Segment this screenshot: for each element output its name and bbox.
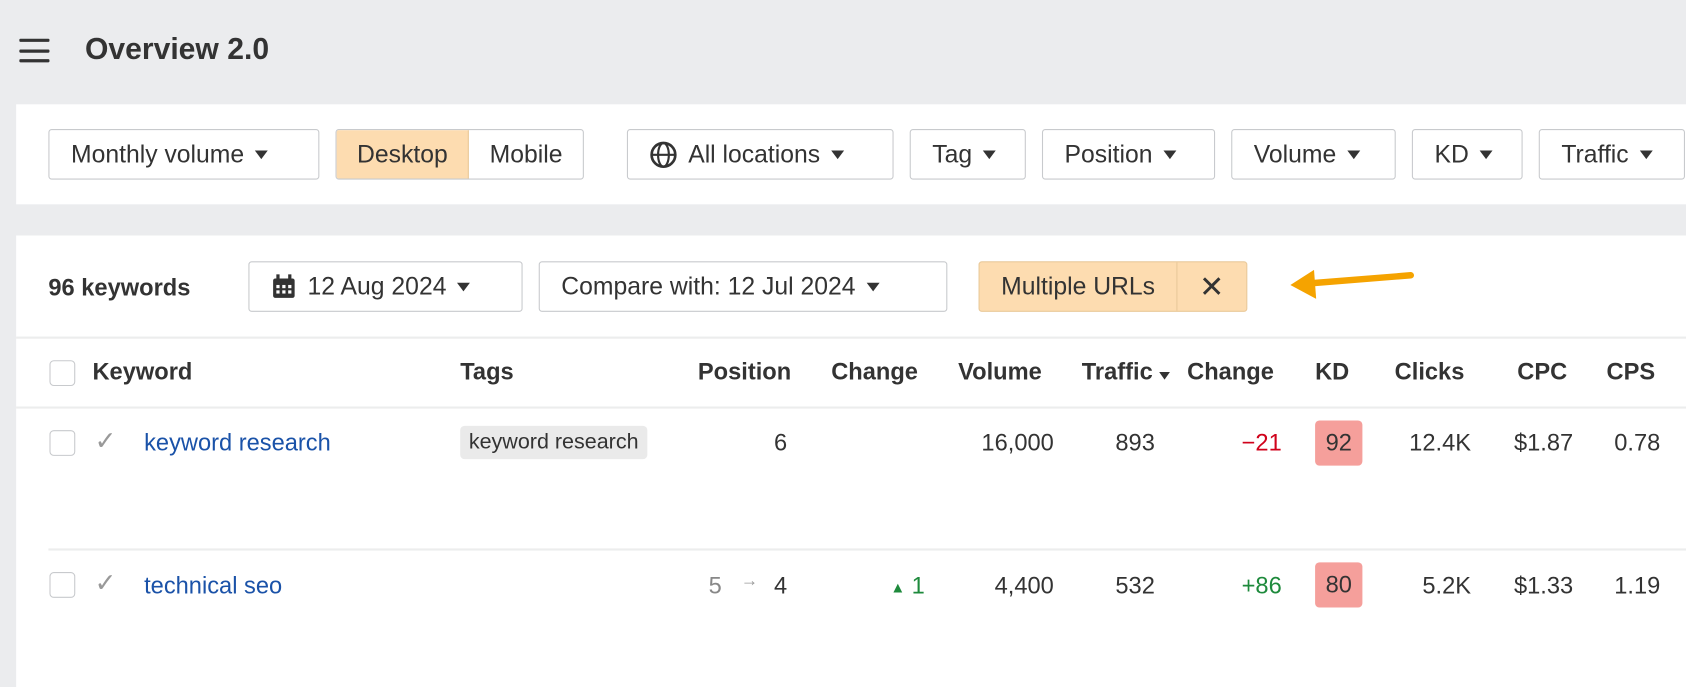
hamburger-icon[interactable]	[19, 38, 50, 63]
traffic-change-value: +86	[1241, 572, 1282, 599]
position-label: Position	[1064, 139, 1153, 168]
page-title: Overview 2.0	[84, 32, 270, 66]
tag-badge[interactable]: keyword research	[460, 425, 648, 460]
caret-down-icon	[982, 150, 996, 159]
position-change-value: 1	[911, 572, 925, 599]
column-traffic-label: Traffic	[1081, 358, 1153, 385]
column-keyword[interactable]: Keyword	[92, 358, 193, 385]
traffic-value: 532	[1115, 572, 1155, 599]
row-checkbox[interactable]	[49, 430, 76, 456]
keyword-link[interactable]: keyword research	[144, 429, 331, 456]
monthly-volume-dropdown[interactable]: Monthly volume	[48, 129, 320, 180]
caret-down-icon	[1479, 150, 1493, 159]
column-traffic[interactable]: Traffic	[1081, 358, 1171, 386]
volume-dropdown[interactable]: Volume	[1231, 129, 1396, 180]
compare-label: Compare with: 12 Jul 2024	[561, 272, 856, 301]
arrow-right-icon: →	[740, 572, 759, 591]
position-dropdown[interactable]: Position	[1041, 129, 1216, 180]
clicks-value: 5.2K	[1422, 572, 1472, 599]
caret-down-icon	[457, 282, 471, 291]
monthly-volume-label: Monthly volume	[70, 139, 245, 168]
caret-down-icon	[1347, 150, 1360, 159]
clicks-value: 12.4K	[1409, 429, 1472, 456]
date-label: 12 Aug 2024	[307, 272, 447, 301]
kd-label: KD	[1434, 139, 1469, 168]
keyword-count: 96 keywords	[48, 274, 191, 302]
checkmark-icon: ✓	[94, 426, 117, 456]
keyword-link[interactable]: technical seo	[144, 572, 283, 599]
caret-down-icon	[254, 150, 268, 159]
volume-label: Volume	[1253, 139, 1337, 168]
caret-down-icon	[1639, 150, 1653, 159]
calendar-icon	[273, 273, 295, 298]
column-cpc[interactable]: CPC	[1517, 358, 1568, 385]
select-all-checkbox[interactable]	[49, 360, 76, 387]
column-volume[interactable]: Volume	[958, 358, 1042, 385]
caret-down-icon	[1163, 150, 1177, 159]
column-change[interactable]: Change	[831, 358, 918, 385]
locations-dropdown[interactable]: All locations	[626, 129, 894, 180]
locations-label: All locations	[688, 139, 821, 168]
arrow-left-icon	[1290, 269, 1415, 299]
checkmark-icon: ✓	[94, 568, 117, 598]
mobile-toggle[interactable]: Mobile	[489, 139, 563, 168]
close-icon[interactable]: ✕	[1176, 262, 1246, 311]
column-traffic-change[interactable]: Change	[1187, 358, 1274, 385]
traffic-dropdown[interactable]: Traffic	[1538, 129, 1685, 180]
cps-value: 1.19	[1614, 572, 1661, 599]
column-position[interactable]: Position	[697, 358, 792, 385]
caret-down-icon	[830, 150, 844, 159]
traffic-label: Traffic	[1561, 139, 1629, 168]
cps-value: 0.78	[1614, 429, 1661, 456]
column-kd[interactable]: KD	[1315, 358, 1350, 385]
column-tags[interactable]: Tags	[460, 358, 514, 385]
multiple-urls-button[interactable]: Multiple URLs	[1001, 272, 1156, 301]
position-value: 6	[773, 429, 788, 456]
device-toggle: Desktop Mobile	[335, 129, 585, 180]
sort-desc-icon	[1159, 372, 1171, 380]
column-cps[interactable]: CPS	[1606, 358, 1656, 385]
tag-dropdown[interactable]: Tag	[909, 129, 1026, 180]
position-prev-value: 5	[708, 572, 722, 599]
cpc-value: $1.87	[1513, 429, 1574, 456]
desktop-toggle[interactable]: Desktop	[336, 130, 470, 179]
kd-badge: 92	[1315, 420, 1363, 466]
kd-dropdown[interactable]: KD	[1411, 129, 1523, 180]
position-value: 4	[773, 572, 788, 599]
row-checkbox[interactable]	[49, 572, 76, 598]
kd-badge: 80	[1315, 562, 1363, 608]
tag-label: Tag	[932, 139, 973, 168]
traffic-value: 893	[1115, 429, 1155, 456]
date-picker[interactable]: 12 Aug 2024	[248, 261, 523, 312]
volume-value: 16,000	[981, 429, 1054, 456]
traffic-change-value: −21	[1241, 429, 1282, 456]
url-filter-chip: Multiple URLs ✕	[978, 261, 1247, 312]
caret-down-icon	[866, 282, 880, 291]
globe-icon	[650, 141, 677, 168]
column-clicks[interactable]: Clicks	[1394, 358, 1465, 385]
triangle-up-icon: ▲	[890, 578, 906, 596]
cpc-value: $1.33	[1513, 572, 1574, 599]
compare-dropdown[interactable]: Compare with: 12 Jul 2024	[538, 261, 948, 312]
volume-value: 4,400	[994, 572, 1054, 599]
